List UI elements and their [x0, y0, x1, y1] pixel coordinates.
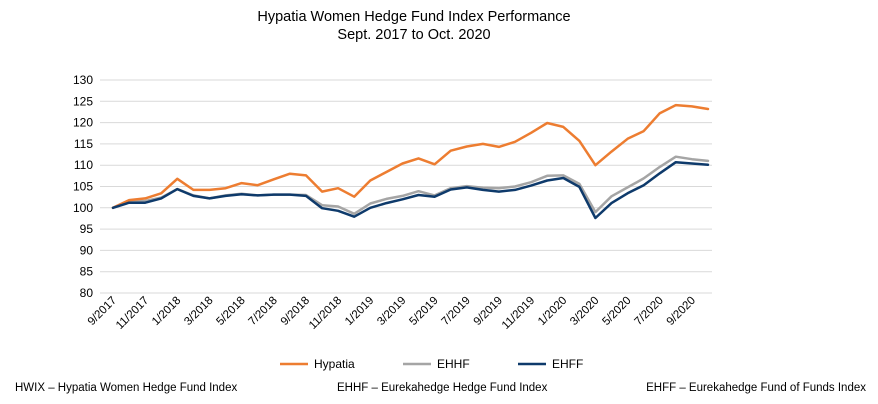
x-tick-label: 7/2018: [247, 295, 280, 328]
x-tick-label: 11/2018: [307, 295, 344, 332]
footnote-ehhf: EHHF – Eurekahedge Hedge Fund Index: [337, 382, 548, 394]
y-tick-label: 120: [73, 116, 93, 130]
y-tick-label: 90: [80, 243, 94, 257]
y-tick-label: 125: [73, 94, 93, 108]
y-tick-label: 115: [74, 137, 93, 151]
x-tick-label: 7/2019: [440, 295, 473, 328]
chart-title-block: Hypatia Women Hedge Fund Index Performan…: [0, 8, 828, 44]
x-tick-label: 5/2018: [214, 295, 247, 328]
series-line-ehff: [111, 160, 710, 220]
chart-title: Hypatia Women Hedge Fund Index Performan…: [257, 9, 571, 25]
series-line-hypatia: [111, 103, 710, 210]
footnote-hwix: HWIX – Hypatia Women Hedge Fund Index: [15, 382, 238, 394]
x-tick-label: 7/2020: [633, 295, 666, 328]
x-tick-label: 3/2020: [568, 295, 601, 328]
x-tick-label: 5/2020: [600, 295, 633, 328]
legend-label-ehff: EHFF: [552, 357, 583, 371]
x-tick-label: 1/2019: [343, 295, 376, 328]
y-tick-label: 105: [73, 180, 93, 194]
y-tick-label: 95: [80, 222, 94, 236]
x-tick-label: 3/2019: [375, 295, 408, 328]
x-tick-label: 3/2018: [182, 295, 215, 328]
x-tick-label: 1/2018: [150, 295, 183, 328]
footnote-ehff: EHFF – Eurekahedge Fund of Funds Index: [646, 382, 866, 394]
x-tick-label: 9/2020: [665, 295, 698, 328]
chart-subtitle: Sept. 2017 to Oct. 2020: [337, 27, 491, 43]
legend-label-ehhf: EHHF: [437, 357, 470, 371]
legend-label-hypatia: Hypatia: [314, 357, 355, 371]
y-tick-label: 100: [73, 201, 93, 215]
y-tick-label: 130: [73, 73, 93, 87]
x-tick-label: 1/2020: [536, 295, 569, 328]
x-tick-label: 11/2019: [500, 295, 537, 332]
x-tick-label: 11/2017: [114, 295, 151, 332]
y-tick-label: 80: [80, 286, 94, 300]
x-tick-label: 5/2019: [407, 295, 440, 328]
y-tick-label: 85: [80, 265, 94, 279]
y-tick-label: 110: [74, 158, 93, 172]
